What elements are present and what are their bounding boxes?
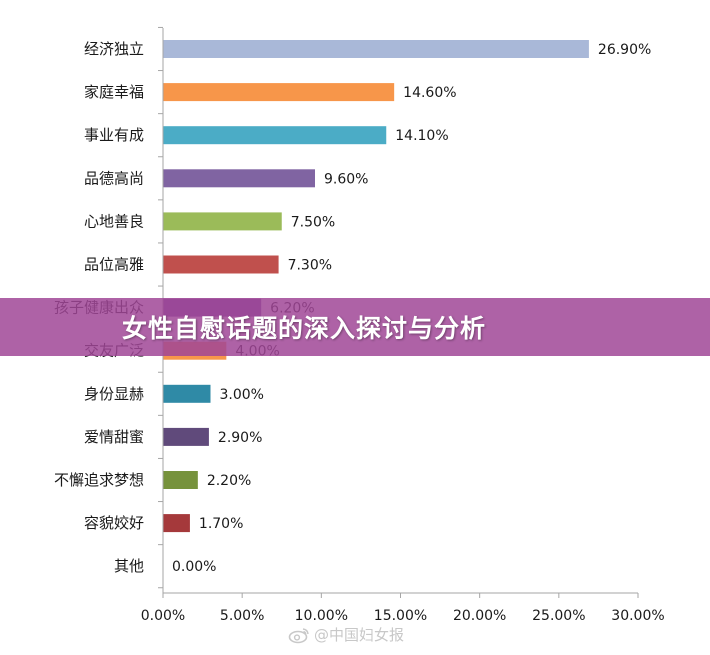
data-label: 7.50% — [291, 214, 335, 230]
bar — [163, 83, 395, 102]
bar — [163, 169, 315, 188]
x-tick-label: 20.00% — [453, 608, 506, 624]
banner-title: 女性自慰话题的深入探讨与分析 — [122, 314, 487, 343]
x-tick-label: 30.00% — [611, 608, 664, 624]
data-label: 26.90% — [598, 42, 651, 58]
category-label: 家庭幸福 — [84, 83, 144, 101]
bar — [163, 427, 209, 446]
category-label: 不懈追求梦想 — [54, 471, 144, 489]
data-label: 3.00% — [220, 387, 264, 403]
bar — [163, 384, 211, 403]
category-label: 品德高尚 — [84, 169, 144, 187]
x-tick-label: 0.00% — [141, 608, 185, 624]
category-label: 容貌姣好 — [84, 514, 144, 532]
category-label: 身份显赫 — [84, 385, 144, 403]
x-tick-label: 5.00% — [220, 608, 264, 624]
bar — [163, 514, 190, 533]
category-label: 品位高雅 — [84, 256, 144, 274]
data-label: 2.20% — [207, 473, 251, 489]
weibo-icon — [288, 627, 309, 643]
x-tick-label: 15.00% — [374, 608, 427, 624]
value-labels: 26.90%14.60%14.10%9.60%7.50%7.30%6.20%4.… — [172, 42, 651, 575]
bar — [163, 255, 279, 274]
bar — [163, 471, 198, 489]
category-label: 经济独立 — [84, 40, 144, 58]
data-label: 7.30% — [288, 258, 332, 274]
category-label: 爱情甜蜜 — [84, 428, 144, 446]
title-banner: 女性自慰话题的深入探讨与分析 — [0, 298, 710, 356]
data-label: 1.70% — [199, 516, 243, 532]
data-label: 14.10% — [395, 128, 448, 144]
x-tick-label: 25.00% — [532, 608, 585, 624]
bar — [163, 212, 282, 231]
watermark-text: @中国妇女报 — [314, 626, 405, 644]
category-label: 其他 — [114, 557, 144, 575]
bar — [163, 40, 589, 58]
category-label: 事业有成 — [84, 126, 144, 144]
data-label: 14.60% — [403, 85, 456, 101]
watermark: @中国妇女报 — [288, 624, 404, 645]
bar — [163, 126, 387, 145]
data-label: 2.90% — [218, 430, 262, 446]
x-axis: 0.00% 5.00% 10.00% 15.00% 20.00% 25.00% 30.00% — [141, 26, 665, 624]
bars-group — [163, 40, 589, 533]
x-tick-label: 10.00% — [295, 608, 348, 624]
category-label: 心地善良 — [84, 212, 144, 230]
data-label: 9.60% — [324, 171, 368, 187]
data-label: 0.00% — [172, 559, 216, 575]
